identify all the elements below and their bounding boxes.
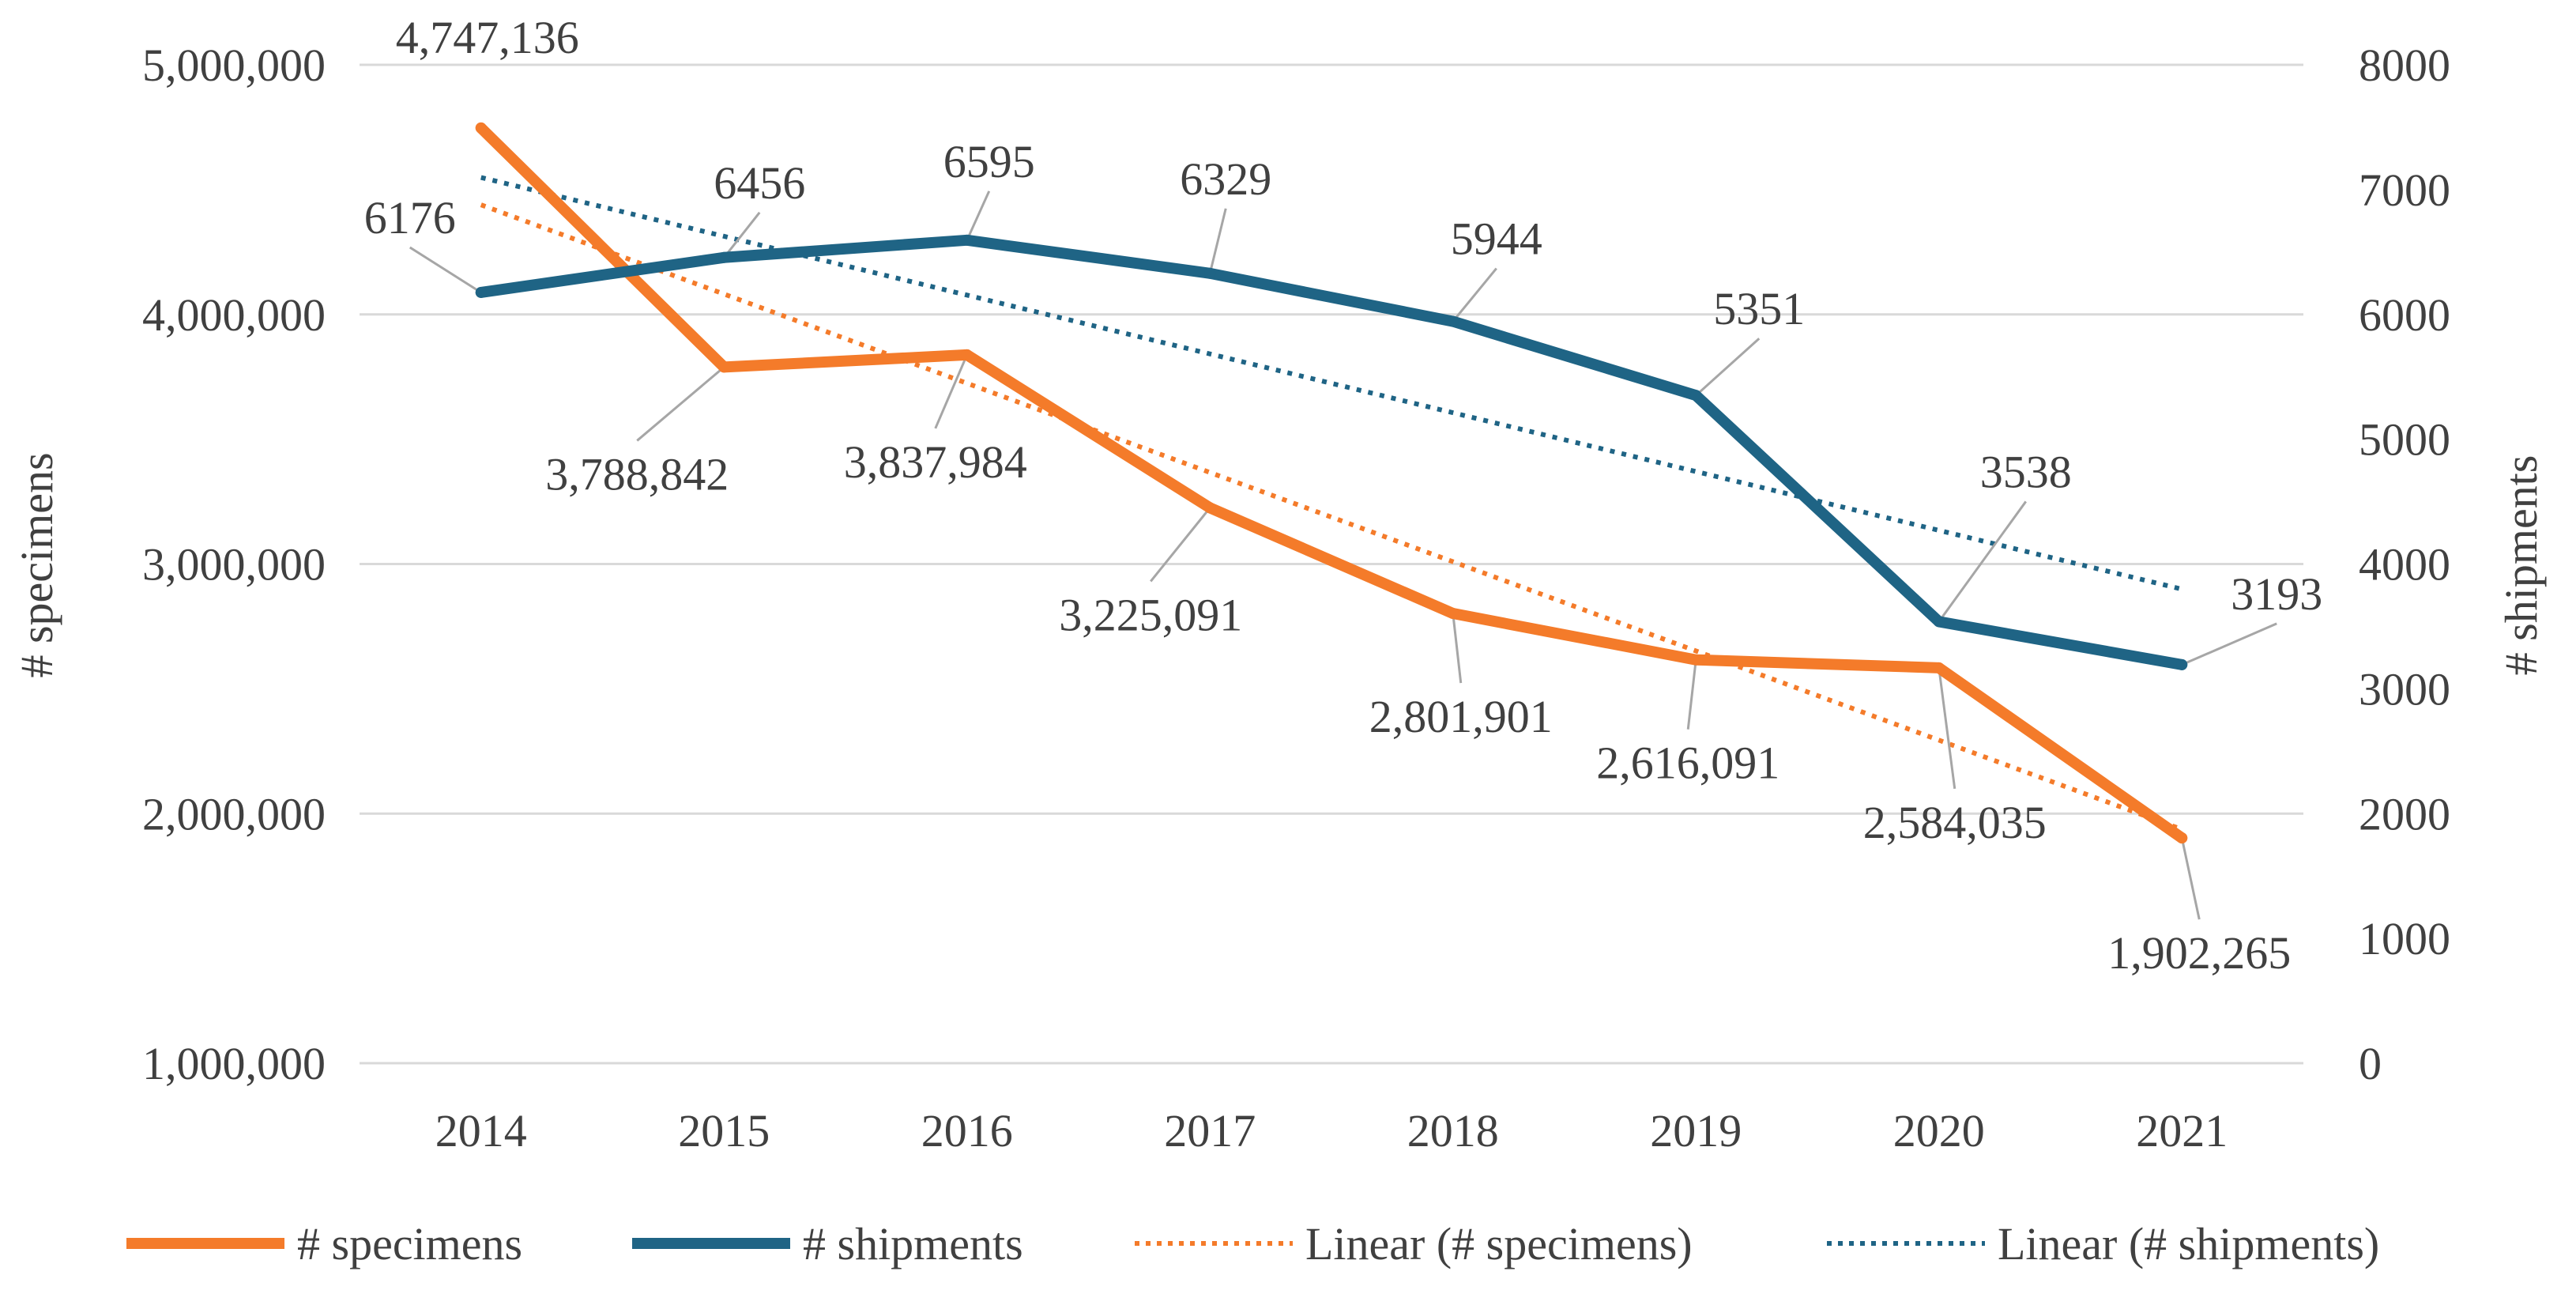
series-line-shipments: [475, 234, 2188, 670]
data-point-specimens: [1447, 608, 1459, 620]
x-tick-label: 2015: [678, 1105, 770, 1156]
data-label-specimens: 4,747,136: [396, 12, 579, 63]
leader-line-shipments: [1938, 500, 2027, 623]
trendline-shipments: [480, 175, 2182, 592]
x-tick-label: 2021: [2136, 1105, 2228, 1156]
data-point-shipments: [2176, 658, 2188, 670]
data-point-shipments: [475, 286, 487, 298]
x-tick-label: 2020: [1893, 1105, 1985, 1156]
y-right-tick-label: 2000: [2359, 788, 2450, 839]
y-right-tick-label: 6000: [2359, 289, 2450, 341]
axis-ticks: 1,000,000 2,000,000 3,000,000 4,000,000 5,00…: [142, 40, 2450, 1156]
y-right-tick-label: 4000: [2359, 539, 2450, 590]
data-label-specimens: 3,837,984: [844, 436, 1027, 488]
leader-line-shipments: [1208, 208, 1227, 274]
y-left-tick-label: 5,000,000: [142, 40, 326, 91]
y-left-axis-title: # specimens: [11, 452, 62, 677]
data-label-specimens: 2,584,035: [1863, 797, 2047, 848]
leader-line-specimens: [1150, 507, 1211, 583]
y-left-tick-label: 1,000,000: [142, 1038, 326, 1089]
y-right-tick-label: 0: [2359, 1038, 2382, 1089]
data-label-shipments: 5351: [1713, 283, 1805, 334]
y-left-tick-label: 2,000,000: [142, 788, 326, 839]
data-label-leader-lines: [409, 191, 2277, 920]
data-point-specimens: [718, 361, 730, 373]
leader-line-shipments: [409, 246, 482, 294]
data-point-shipments: [1933, 616, 1945, 628]
data-point-specimens: [961, 349, 973, 360]
leader-line-shipments: [1452, 267, 1497, 323]
x-tick-label: 2019: [1650, 1105, 1742, 1156]
y-left-tick-label: 3,000,000: [142, 539, 326, 590]
data-labels: 4,747,136 3,788,842 3,837,984 3,225,091 2,80…: [364, 12, 2323, 979]
x-tick-label: 2016: [921, 1105, 1013, 1156]
data-label-shipments: 3538: [1980, 446, 2072, 497]
data-label-specimens: 2,616,091: [1596, 738, 1779, 789]
legend-label-linear-specimens: Linear (# specimens): [1305, 1218, 1693, 1269]
legend: # specimens # shipments Linear (# specim…: [126, 1218, 2379, 1269]
series-lines: [475, 122, 2188, 844]
data-label-shipments: 6595: [943, 136, 1035, 187]
data-label-specimens: 2,801,901: [1369, 691, 1553, 742]
legend-label-specimens: # specimens: [297, 1218, 522, 1269]
data-point-specimens: [1690, 654, 1702, 666]
data-label-shipments: 6456: [714, 157, 805, 209]
leader-line-specimens: [1686, 659, 1697, 730]
y-left-tick-label: 4,000,000: [142, 289, 326, 341]
data-label-shipments: 6176: [364, 192, 456, 243]
data-label-specimens: 3,225,091: [1059, 589, 1242, 640]
data-point-shipments: [718, 251, 730, 263]
data-point-shipments: [1447, 315, 1459, 327]
y-right-axis-title: # shipments: [2495, 455, 2547, 676]
data-label-shipments: 5944: [1451, 213, 1542, 265]
trendlines: [480, 175, 2183, 832]
y-right-tick-label: 7000: [2359, 164, 2450, 216]
data-label-specimens: 3,788,842: [545, 448, 729, 500]
data-label-shipments: 3193: [2231, 568, 2322, 620]
legend-label-linear-shipments: Linear (# shipments): [1998, 1218, 2379, 1269]
x-tick-label: 2017: [1164, 1105, 1256, 1156]
data-point-shipments: [1690, 390, 1702, 402]
data-point-shipments: [1204, 267, 1216, 279]
data-label-specimens: 1,902,265: [2107, 927, 2291, 979]
leader-line-shipments: [2181, 622, 2277, 666]
leader-line-specimens: [2180, 837, 2201, 920]
leader-line-specimens: [636, 366, 725, 442]
y-right-tick-label: 3000: [2359, 663, 2450, 715]
series-line-specimens: [475, 122, 2188, 844]
x-tick-label: 2014: [435, 1105, 527, 1156]
x-tick-label: 2018: [1407, 1105, 1499, 1156]
leader-line-specimens: [1452, 613, 1463, 684]
leader-line-shipments: [723, 211, 761, 258]
leader-line-specimens: [1938, 667, 1956, 790]
trendline-specimens: [480, 202, 2183, 832]
y-right-tick-label: 1000: [2359, 913, 2450, 964]
data-point-shipments: [961, 234, 973, 246]
data-point-specimens: [1933, 662, 1945, 673]
leader-line-specimens: [934, 354, 969, 429]
y-right-tick-label: 8000: [2359, 40, 2450, 91]
y-right-tick-label: 5000: [2359, 414, 2450, 466]
legend-label-shipments: # shipments: [803, 1218, 1023, 1269]
data-point-specimens: [2176, 832, 2188, 844]
data-point-specimens: [475, 122, 487, 134]
data-label-shipments: 6329: [1180, 153, 1271, 205]
leader-line-shipments: [1695, 338, 1761, 397]
data-point-specimens: [1204, 502, 1216, 514]
leader-line-shipments: [966, 191, 991, 241]
